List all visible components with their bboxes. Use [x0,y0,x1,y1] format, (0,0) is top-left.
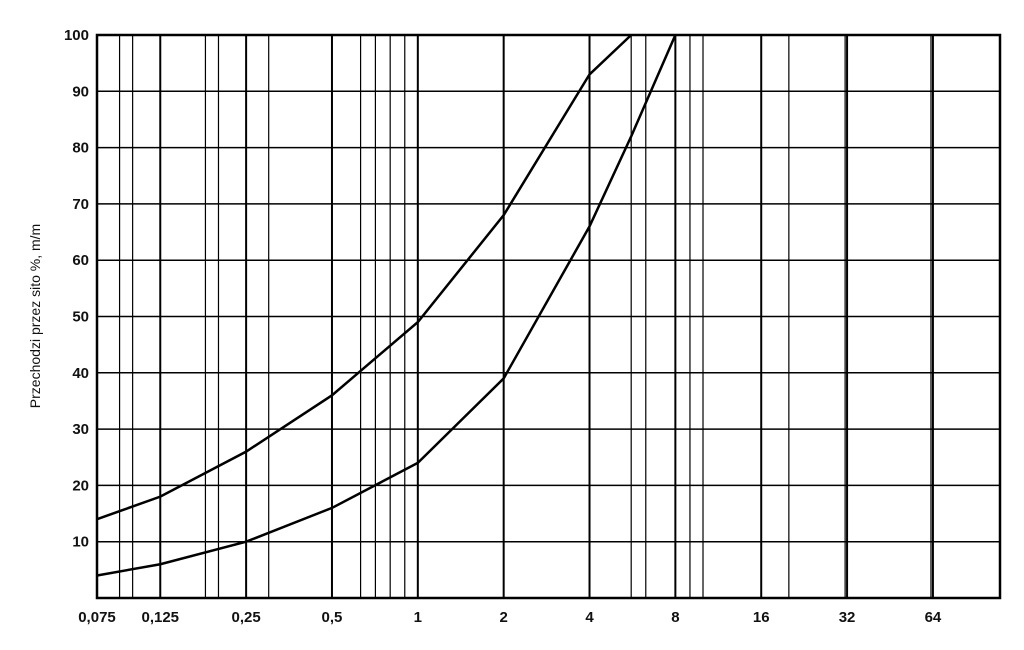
y-tick-label: 80 [72,140,89,157]
y-tick-label: 60 [72,252,89,269]
y-tick-label: 100 [64,27,89,44]
x-tick-label: 32 [839,609,856,626]
x-tick-label: 8 [671,609,679,626]
y-tick-label: 70 [72,196,89,213]
y-axis-label: Przechodzi przez sito %, m/m [27,224,43,408]
y-tick-label: 10 [72,534,89,551]
y-tick-label: 90 [72,83,89,100]
y-tick-label: 30 [72,421,89,438]
x-tick-label: 0,075 [78,609,116,626]
x-tick-label: 0,25 [232,609,261,626]
y-tick-label: 50 [72,309,89,326]
x-tick-label: 4 [585,609,594,626]
x-tick-label: 2 [499,609,507,626]
y-tick-label: 20 [72,477,89,494]
x-tick-label: 64 [925,609,942,626]
x-tick-label: 16 [753,609,770,626]
x-tick-label: 1 [414,609,422,626]
x-tick-label: 0,5 [322,609,343,626]
plot-frame [95,33,1002,600]
curve [96,34,633,521]
x-tick-label: 0,125 [141,609,179,626]
curve [96,34,677,577]
y-tick-label: 40 [72,365,89,382]
